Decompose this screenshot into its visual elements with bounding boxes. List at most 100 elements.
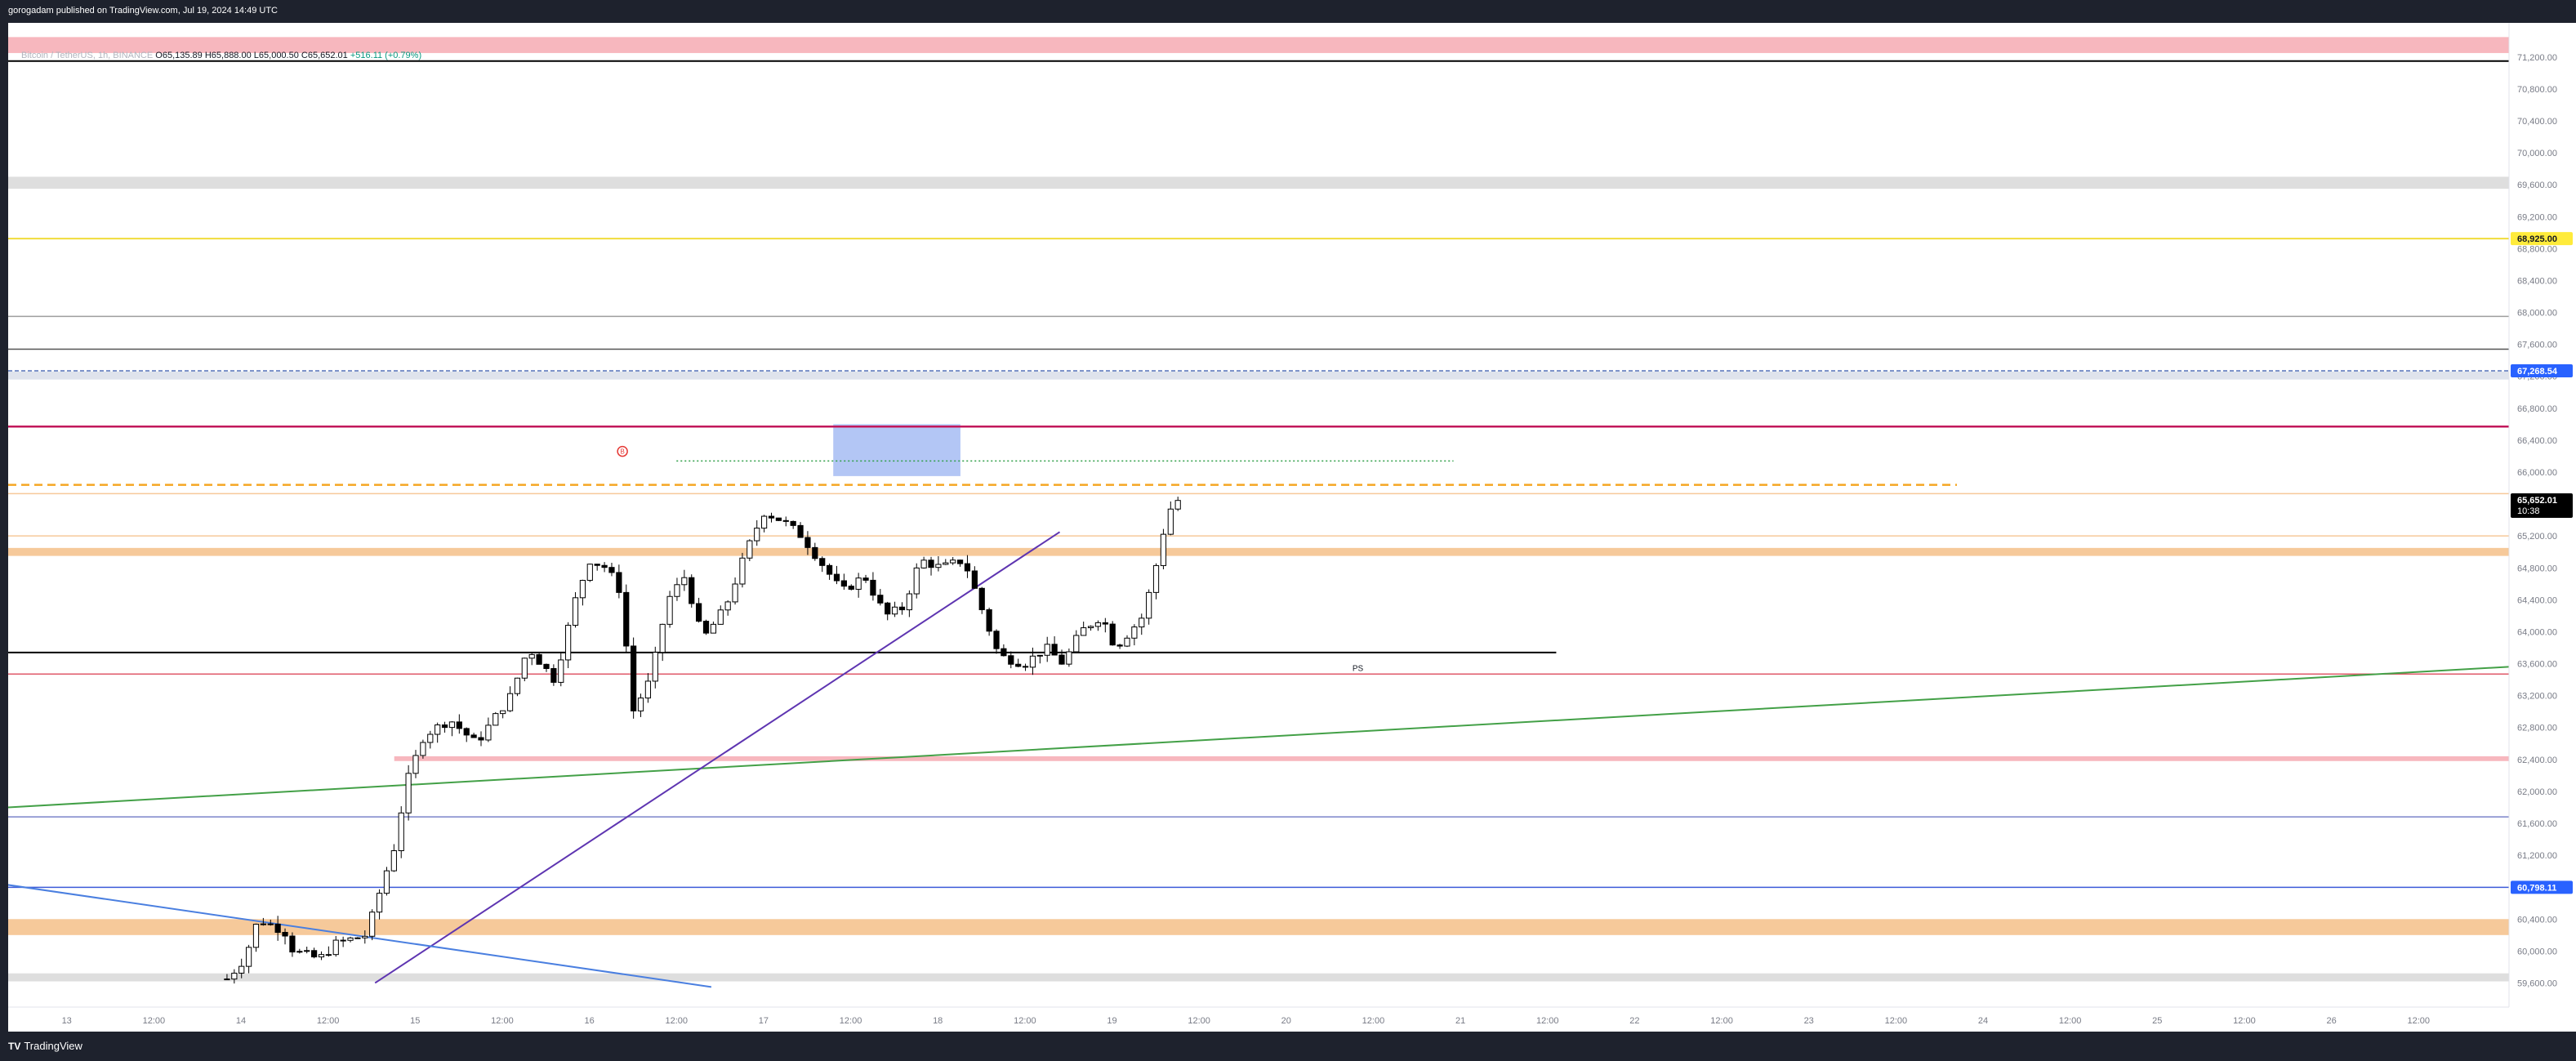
zone-rect	[8, 37, 2509, 53]
candle-body	[885, 602, 891, 615]
zone-rect	[833, 424, 960, 476]
candle-body	[427, 733, 434, 743]
legend-change: +516.11 (+0.79%)	[350, 51, 422, 60]
x-tick-label: 12:00	[1362, 1016, 1385, 1026]
candle-body	[1152, 564, 1160, 593]
candle-body	[637, 698, 644, 711]
candle-body	[739, 557, 746, 585]
trend-line	[8, 666, 2509, 809]
candle-body	[579, 580, 586, 599]
price-label-box	[2511, 880, 2573, 894]
candle-body	[1160, 533, 1167, 566]
tradingview-brand[interactable]: TV TradingView	[8, 1040, 82, 1052]
y-tick-label: 61,200.00	[2517, 851, 2557, 861]
candle-body	[1001, 648, 1007, 657]
candle-body	[659, 623, 666, 653]
candle-body	[463, 728, 470, 736]
candle-body	[390, 850, 397, 872]
legend-low-label: L	[253, 51, 259, 60]
candle-body	[891, 606, 898, 615]
candle-body	[848, 586, 854, 590]
candle-body	[405, 773, 412, 814]
zone-rect	[8, 919, 2509, 935]
annotation-label: PS	[1353, 664, 1364, 673]
x-tick-label: 18	[933, 1016, 943, 1026]
candle-body	[572, 597, 579, 626]
candle-body	[506, 693, 514, 711]
candle-body	[565, 625, 572, 661]
candle-body	[398, 812, 404, 852]
publication-info: gorogadam published on TradingView.com, …	[8, 6, 279, 16]
price-label-text: 60,798.11	[2517, 883, 2556, 893]
x-tick-label: 12:00	[2233, 1016, 2256, 1026]
candle-body	[978, 587, 985, 610]
x-tick-label: 12:00	[1536, 1016, 1559, 1026]
candle-body	[710, 623, 717, 634]
candle-body	[267, 923, 274, 925]
candle-body	[492, 713, 499, 726]
candle-body	[724, 601, 731, 611]
trend-line	[8, 884, 712, 988]
candle-body	[768, 515, 775, 519]
y-tick-label: 60,400.00	[2517, 915, 2557, 925]
candle-body	[470, 734, 477, 738]
candle-body	[245, 947, 252, 967]
candle-body	[631, 645, 637, 711]
candle-body	[536, 653, 542, 665]
legend-low: 65,000.50	[258, 51, 299, 60]
candle-body	[689, 577, 695, 604]
candle-body	[1081, 627, 1087, 636]
candle-body	[877, 595, 884, 604]
candle-body	[623, 591, 630, 647]
ohlc-legend: Bitcoin / TetherUS, 1h, BINANCE O65,135.…	[21, 51, 421, 60]
publication-header: gorogadam published on TradingView.com, …	[0, 0, 2576, 23]
x-tick-label: 17	[759, 1016, 769, 1026]
zone-rect	[8, 371, 2509, 380]
candle-body	[441, 724, 448, 729]
candle-body	[282, 931, 288, 937]
candle-body	[500, 710, 506, 715]
y-tick-label: 62,400.00	[2517, 756, 2557, 765]
candle-body	[782, 519, 789, 522]
candle-body	[238, 965, 245, 974]
candle-body	[928, 559, 934, 568]
candle-body	[304, 950, 310, 952]
candle-body	[652, 652, 658, 682]
candle-body	[812, 546, 818, 559]
candle-body	[601, 564, 608, 568]
x-tick-label: 12:00	[1885, 1016, 1908, 1026]
candle-body	[558, 659, 564, 683]
candle-body	[747, 540, 753, 559]
x-tick-label: 23	[1804, 1016, 1814, 1026]
candle-body	[550, 668, 557, 683]
price-chart[interactable]: B PS 71,200.00 70,800.00 70,400.00 70,000.00 6…	[8, 23, 2576, 1032]
y-tick-label: 70,400.00	[2517, 117, 2557, 127]
candle-body	[898, 606, 906, 611]
x-tick-label: 12:00	[143, 1016, 166, 1026]
candle-body	[383, 870, 390, 894]
candle-body	[260, 923, 266, 925]
candle-body	[435, 724, 441, 735]
candle-body	[760, 515, 768, 529]
chart-frame: B PS 71,200.00 70,800.00 70,400.00 70,000.00 6…	[8, 23, 2576, 1032]
zone-rect	[8, 176, 2509, 189]
candle-body	[732, 583, 738, 603]
price-label-box	[2511, 364, 2573, 378]
y-tick-label: 66,000.00	[2517, 468, 2557, 478]
candle-body	[362, 935, 368, 938]
y-tick-label: 63,200.00	[2517, 692, 2557, 702]
y-tick-label: 62,800.00	[2517, 724, 2557, 733]
candle-body	[252, 924, 260, 948]
candle-body	[1058, 654, 1065, 665]
candle-body	[478, 737, 484, 741]
candle-body	[644, 680, 652, 699]
candle-body	[920, 559, 927, 568]
candle-body	[616, 572, 622, 593]
candle-body	[485, 724, 492, 741]
candle-body	[913, 567, 920, 595]
candle-body	[369, 912, 376, 937]
candle-body	[224, 979, 230, 981]
candle-body	[1087, 626, 1094, 629]
candle-body	[1139, 617, 1145, 628]
candle-body	[376, 893, 383, 913]
